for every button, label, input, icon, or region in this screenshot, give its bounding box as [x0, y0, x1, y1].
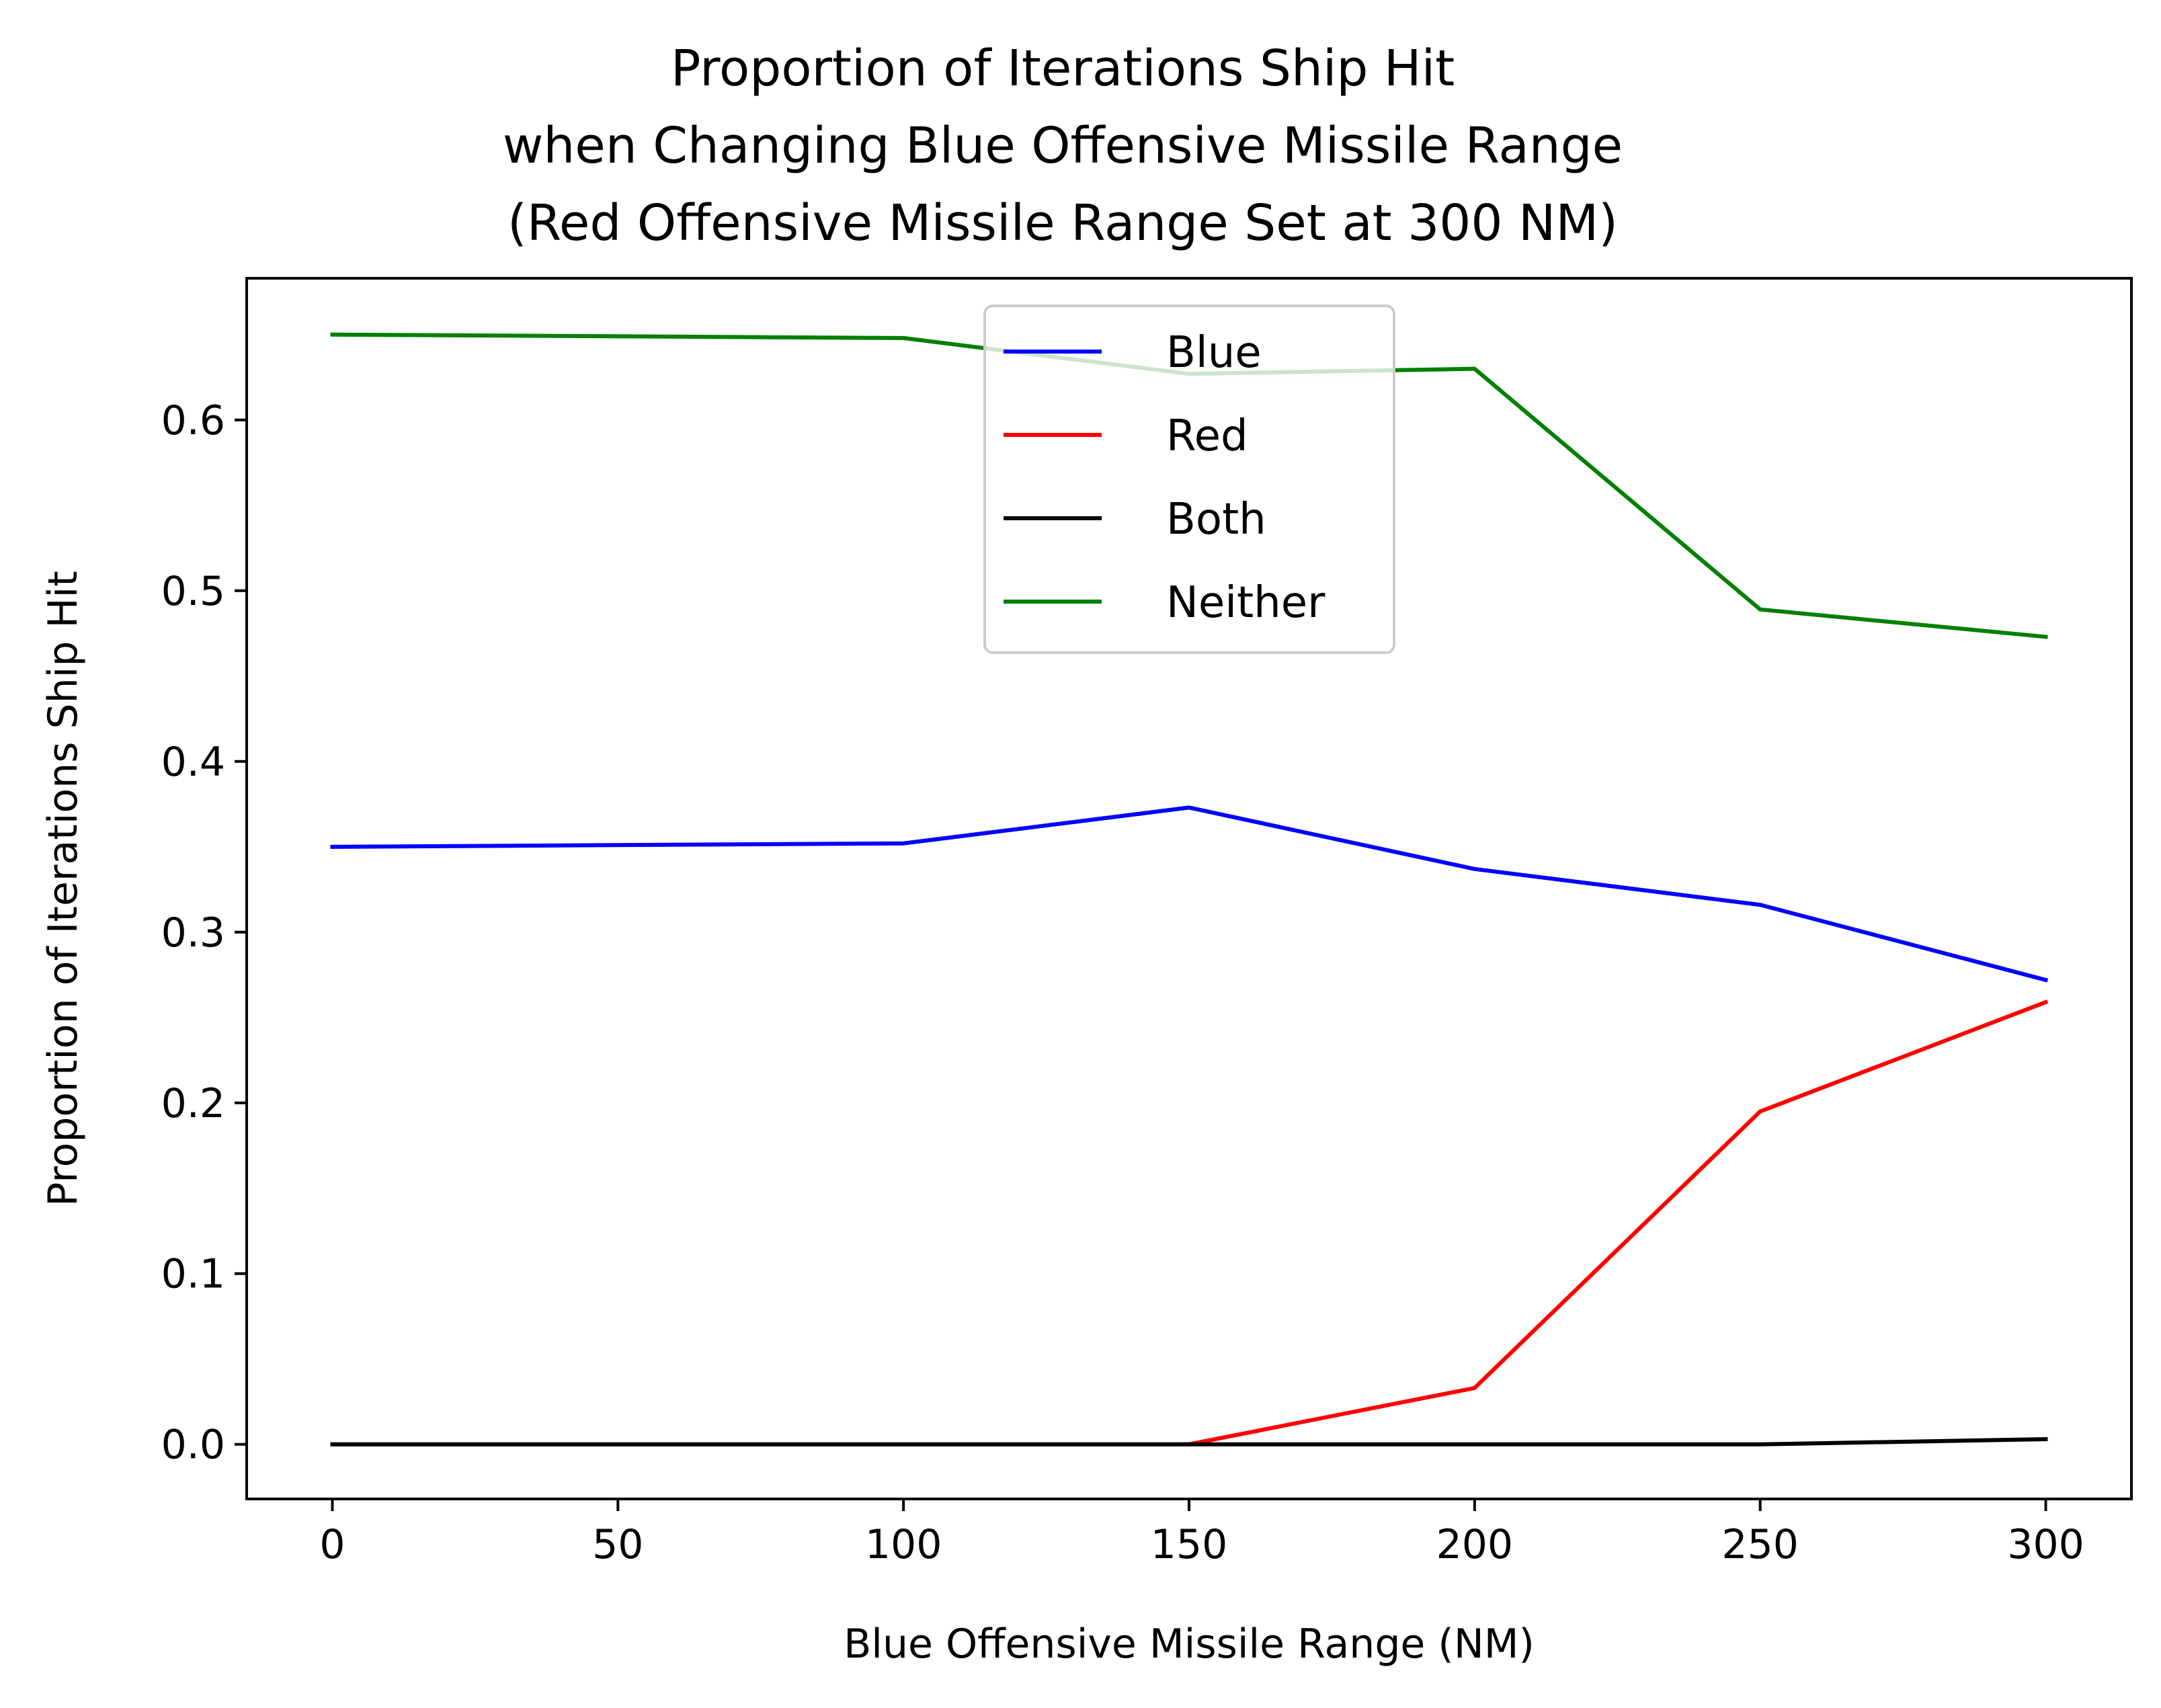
plot-area-frame	[245, 277, 2133, 1500]
y-axis-label: Proportion of Iterations Ship Hit	[40, 571, 87, 1207]
legend: Blue Red Both Neither	[983, 304, 1395, 654]
y-tick-label: 0.0	[161, 1422, 225, 1469]
chart-title-line-3: (Red Offensive Missile Range Set at 300 …	[507, 194, 1618, 252]
y-tick-label: 0.5	[161, 568, 225, 615]
x-axis-label: Blue Offensive Missile Range (NM)	[844, 1621, 1535, 1668]
x-tick-label: 100	[865, 1521, 942, 1568]
legend-label-both: Both	[1166, 495, 1266, 544]
y-tick-label: 0.4	[161, 739, 225, 786]
y-tick-label: 0.6	[161, 397, 225, 444]
x-tick-label: 200	[1436, 1521, 1514, 1568]
chart-title-line-2: when Changing Blue Offensive Missile Ran…	[503, 117, 1623, 175]
legend-label-red: Red	[1166, 411, 1248, 461]
x-tick-label: 300	[2007, 1521, 2084, 1568]
series-line-both	[330, 1437, 2048, 1447]
x-tick-label: 0	[319, 1521, 345, 1568]
y-tick-label: 0.1	[161, 1251, 225, 1298]
chart-title-line-1: Proportion of Iterations Ship Hit	[671, 40, 1455, 97]
x-tick-label: 50	[592, 1521, 643, 1568]
legend-label-blue: Blue	[1166, 328, 1262, 378]
series-line-blue	[330, 805, 2049, 983]
legend-box	[983, 304, 1395, 654]
y-tick-label: 0.2	[161, 1080, 225, 1127]
x-tick-label: 250	[1721, 1521, 1799, 1568]
x-tick-label: 150	[1151, 1521, 1228, 1568]
legend-label-neither: Neither	[1166, 578, 1326, 628]
axis-ticks: 0 50 100 150 200 250 300 0.0 0.1 0.2 0.3 0.4 0.5 0.6	[161, 397, 2084, 1568]
y-tick-label: 0.3	[161, 909, 225, 957]
